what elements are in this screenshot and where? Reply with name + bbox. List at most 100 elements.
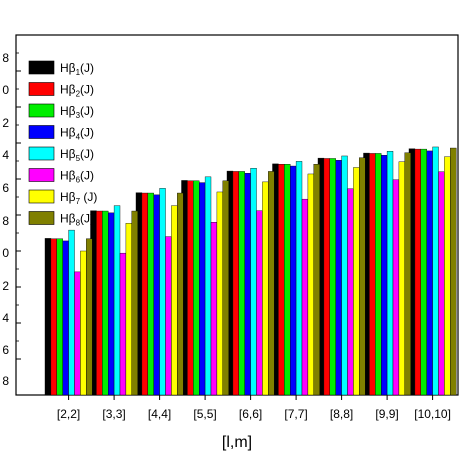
legend-label-5: Hβ5(J)	[60, 147, 94, 163]
bar-5-5	[250, 167, 257, 396]
bar-2-4	[187, 180, 194, 396]
x-tick-label-8: [9,9]	[375, 407, 398, 421]
bar-3-2	[102, 210, 109, 396]
bar-2-1	[50, 238, 58, 396]
legend-label-7: Hβ7 (J)	[60, 190, 97, 206]
x-axis-title: [l,m]	[222, 434, 252, 451]
legend-swatch-7	[28, 189, 55, 204]
bar-3-9	[420, 148, 427, 396]
legend-swatch-2	[28, 82, 55, 96]
bar-2-7	[323, 158, 330, 396]
bar-3-7	[329, 158, 336, 396]
y-tick-label-9: 4	[2, 311, 9, 325]
y-tick-label-5: 6	[2, 181, 9, 195]
y-tick-label-6: 8	[2, 214, 9, 228]
y-axis: 8 0 2 4 6 8 0 2 4 6 8	[2, 34, 21, 388]
x-tick-label-4: [5,5]	[193, 407, 216, 421]
y-tick-label-1: 8	[2, 51, 9, 65]
legend: Hβ1(J) Hβ2(J) Hβ3(J) Hβ4(J) Hβ5(J) Hβ6(J) Hβ7 …	[28, 60, 97, 228]
bar-5-4	[204, 176, 212, 396]
bar-5-3	[159, 188, 166, 396]
x-tick-label-2: [3,3]	[102, 407, 125, 421]
legend-swatch-4	[28, 125, 55, 139]
bar-4-2	[107, 212, 115, 396]
y-tick-label-2: 0	[2, 83, 9, 97]
bar-8-9	[450, 147, 457, 396]
bar-7-7	[353, 167, 360, 396]
bar-6-8	[392, 179, 400, 396]
x-tick-label-6: [7,7]	[284, 407, 307, 421]
bar-2-9	[414, 148, 421, 396]
bar-7-4	[216, 191, 223, 396]
bar-2-5	[232, 171, 239, 396]
bar-8-7	[359, 157, 366, 396]
bar-5-8	[386, 151, 394, 396]
bar-5-9	[432, 146, 439, 396]
bar-8-1	[86, 238, 93, 396]
legend-label-1: Hβ1(J)	[60, 61, 94, 77]
x-tick-label-1: [2,2]	[57, 407, 80, 421]
bar-7-8	[398, 161, 405, 396]
bar-6-4	[210, 221, 218, 396]
y-tick-label-8: 2	[2, 279, 9, 293]
bar-6-1	[74, 271, 81, 396]
bar-4-4	[198, 182, 206, 396]
legend-label-8: Hβ8(J)	[60, 212, 94, 228]
legend-swatch-3	[28, 103, 55, 118]
bar-8-8	[404, 152, 411, 396]
bar-7-5	[262, 181, 269, 396]
bar-4-9	[426, 150, 433, 396]
bar-5-6	[295, 161, 303, 396]
bar-8-3	[177, 192, 184, 396]
x-tick-label-5: [6,6]	[239, 407, 262, 421]
bar-4-6	[290, 165, 297, 396]
legend-label-3: Hβ3(J)	[60, 104, 94, 120]
bar-4-3	[153, 194, 160, 396]
bar-7-3	[171, 205, 178, 396]
bar-4-1	[62, 240, 69, 396]
bar-5-2	[113, 205, 121, 396]
y-tick-label-11: 8	[2, 374, 9, 388]
bar-3-1	[56, 238, 63, 396]
y-tick-label-7: 0	[2, 246, 9, 260]
bar-3-8	[375, 153, 382, 396]
bar-1-1	[44, 238, 52, 396]
bar-6-5	[256, 210, 263, 396]
legend-swatch-1	[28, 60, 55, 75]
bars-group	[44, 146, 457, 396]
bar-6-9	[438, 171, 445, 396]
bar-4-8	[381, 155, 388, 396]
bar-5-7	[341, 155, 348, 396]
x-tick-label-7: [8,8]	[330, 407, 353, 421]
bar-4-7	[335, 160, 342, 396]
bar-3-3	[147, 192, 154, 396]
legend-label-2: Hβ2(J)	[60, 83, 94, 99]
bar-7-9	[444, 156, 451, 396]
bar-2-8	[369, 153, 376, 396]
y-tick-label-10: 6	[2, 343, 9, 357]
bar-6-7	[347, 188, 354, 396]
bar-4-5	[244, 173, 251, 396]
bar-6-2	[119, 252, 127, 396]
bar-6-3	[165, 236, 172, 396]
bar-5-1	[68, 229, 75, 396]
y-tick-label-4: 4	[2, 148, 9, 162]
x-tick-label-3: [4,4]	[148, 407, 171, 421]
x-axis: [2,2] [3,3] [4,4] [5,5] [6,6] [7,7] [8,8] [9,9]…	[57, 395, 451, 421]
bar-3-5	[238, 171, 245, 396]
bar-8-5	[268, 171, 275, 396]
legend-swatch-5	[28, 146, 55, 161]
bar-2-2	[96, 210, 103, 396]
bar-6-6	[301, 198, 309, 396]
bar-8-2	[131, 210, 138, 396]
bar-8-6	[313, 164, 320, 396]
bar-7-2	[125, 223, 133, 396]
bar-7-6	[307, 173, 314, 396]
bar-2-3	[141, 192, 148, 396]
bar-3-6	[284, 164, 291, 396]
bar-2-6	[278, 164, 285, 396]
x-tick-label-9: [10,10]	[414, 407, 451, 421]
bar-7-1	[80, 250, 87, 396]
legend-swatch-8	[28, 211, 55, 225]
